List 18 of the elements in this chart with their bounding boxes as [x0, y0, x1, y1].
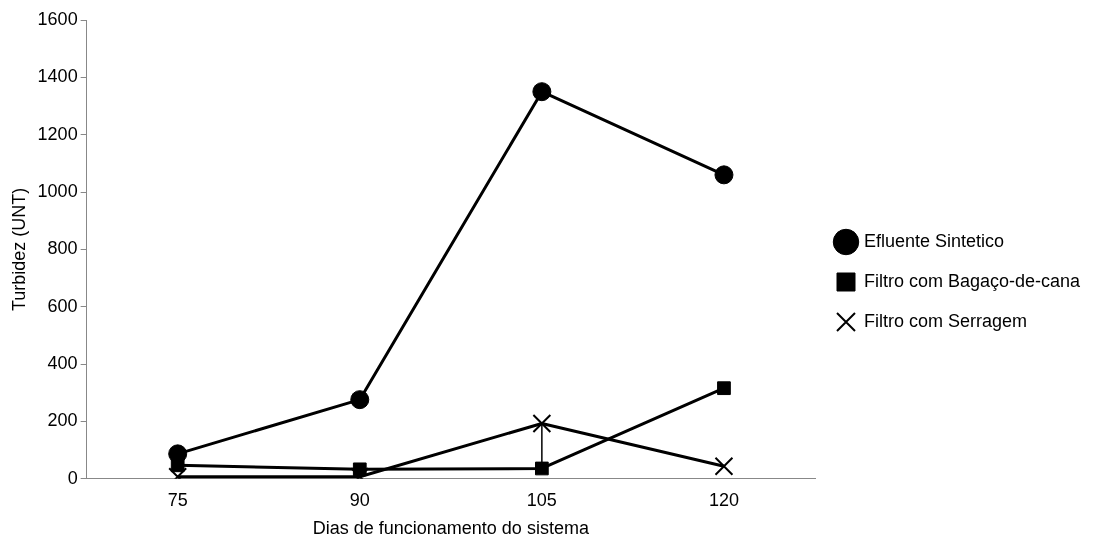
y-tick-label: 1400: [37, 66, 78, 87]
legend-label: Efluente Sintetico: [864, 230, 1005, 251]
y-tick-label: 400: [47, 353, 78, 374]
y-tick-label: 1600: [37, 8, 78, 29]
x-axis-title: Dias de funcionamento do sistema: [312, 518, 590, 539]
x-tick-label: 75: [167, 489, 188, 510]
x-tick-label: 105: [526, 489, 557, 510]
y-axis-title: Turbidez (UNT): [8, 187, 29, 312]
legend-label: Filtro com Bagaço-de-cana: [864, 270, 1082, 291]
y-tick-label: 200: [47, 410, 78, 431]
x-tick-label: 90: [349, 489, 370, 510]
y-tick-label: 600: [47, 295, 78, 316]
legend-label: Filtro com Serragem: [864, 310, 1028, 331]
y-tick-label: 800: [47, 238, 78, 259]
y-tick-label: 0: [67, 467, 78, 488]
x-tick-label: 120: [708, 489, 739, 510]
y-tick-label: 1000: [37, 181, 78, 202]
y-tick-label: 1200: [37, 123, 78, 144]
